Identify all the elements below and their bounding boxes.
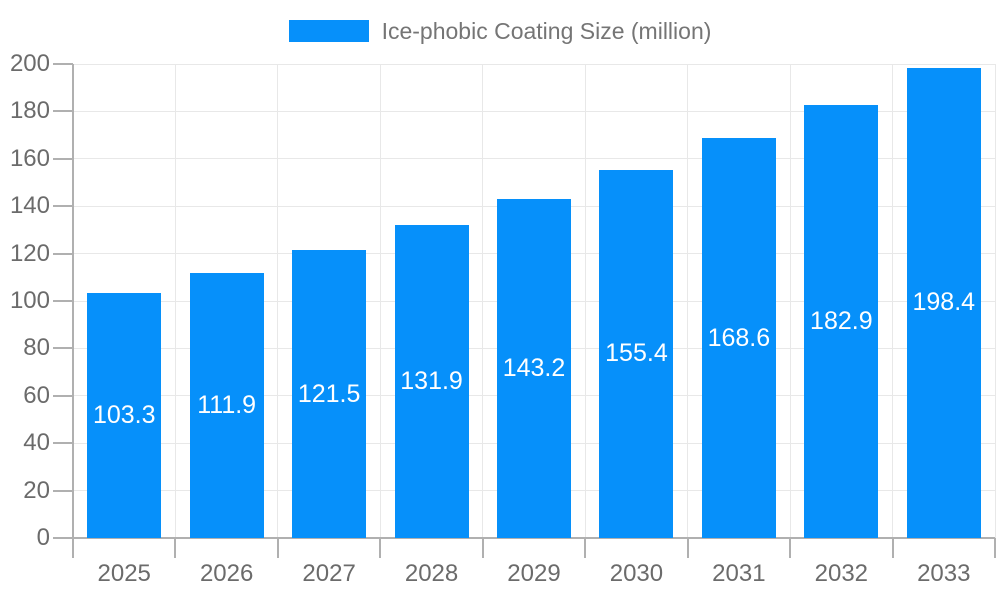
bar-value-label: 121.5 [297,379,361,408]
y-axis-tick-label: 140 [9,192,50,220]
y-axis-tick-label: 80 [23,334,50,362]
y-axis-tick [53,110,73,113]
bar-2026[interactable]: 111.9 [189,272,264,538]
bar-2025[interactable]: 103.3 [87,293,162,538]
x-axis-tick-label: 2029 [507,560,561,587]
y-axis-tick [53,442,73,445]
gridline-vertical [994,64,996,538]
bar-value-label: 182.9 [810,306,873,335]
gridline-vertical [482,64,484,538]
gridline-vertical [789,64,791,538]
x-axis-tick-label: 2031 [712,560,766,587]
y-axis-tick-label: 40 [23,429,50,457]
gridline-horizontal [73,158,995,160]
y-axis-tick [53,347,73,350]
y-axis-tick [53,252,73,255]
y-axis-line [72,64,74,538]
gridline-vertical [277,64,279,538]
x-axis-tick-label: 2033 [917,560,971,587]
x-axis-tick [584,538,587,558]
legend[interactable]: Ice-phobic Coating Size (million) [0,18,1000,44]
legend-swatch[interactable] [288,20,369,42]
y-axis-tick-label: 200 [9,50,50,77]
bar-value-label: 131.9 [400,367,463,396]
y-axis-tick-label: 180 [9,97,50,125]
y-axis-tick [53,394,73,397]
x-axis-tick [481,538,484,558]
bar-2033[interactable]: 198.4 [906,67,981,538]
gridline-vertical [687,64,689,538]
bar-value-label: 198.4 [912,288,976,317]
y-axis-tick-label: 100 [9,287,50,314]
gridline-vertical [174,64,176,538]
y-axis-tick [53,157,73,160]
x-axis-tick-label: 2028 [404,560,459,587]
bar-2029[interactable]: 143.2 [497,198,571,538]
legend-label[interactable]: Ice-phobic Coating Size (million) [381,18,712,44]
bar-value-label: 143.2 [502,353,566,382]
x-axis-line [72,537,995,539]
bar-2031[interactable]: 168.6 [701,138,776,538]
x-axis-tick-label: 2027 [302,560,356,587]
y-axis-tick-label: 160 [9,144,50,172]
x-axis-tick-label: 2025 [97,560,151,587]
y-axis-tick [53,300,73,302]
bar-2028[interactable]: 131.9 [394,225,469,538]
bar-2032[interactable]: 182.9 [804,104,879,538]
x-axis-tick [789,538,792,558]
x-axis-tick [379,538,382,558]
x-axis-tick-label: 2032 [814,560,869,587]
bar-2027[interactable]: 121.5 [292,250,367,538]
y-axis-tick [53,63,73,65]
gridline-vertical [584,64,586,538]
gridline-vertical [892,64,894,538]
bar-value-label: 103.3 [92,401,156,430]
y-axis-tick-label: 60 [23,381,50,409]
y-axis-tick [53,489,73,492]
bar-value-label: 168.6 [707,323,771,352]
x-axis-tick [174,538,177,558]
y-axis-tick-label: 120 [9,239,50,267]
y-axis-tick-label: 0 [36,524,50,551]
gridline-vertical [379,64,381,538]
x-axis-tick-label: 2026 [199,560,254,587]
y-axis-tick [53,205,73,208]
gridline-horizontal [73,110,995,112]
bar-2030[interactable]: 155.4 [599,169,674,538]
x-axis-tick [686,538,689,558]
x-axis-tick [276,538,279,558]
y-axis-tick [53,537,73,539]
x-axis-tick-label: 2030 [609,560,664,587]
gridline-horizontal [73,63,995,65]
bar-value-label: 155.4 [605,339,668,368]
x-axis-tick [891,538,894,558]
y-axis-tick-label: 20 [23,476,50,504]
bar-value-label: 111.9 [197,390,257,419]
x-axis-tick [72,538,74,558]
x-axis-tick [994,538,996,558]
